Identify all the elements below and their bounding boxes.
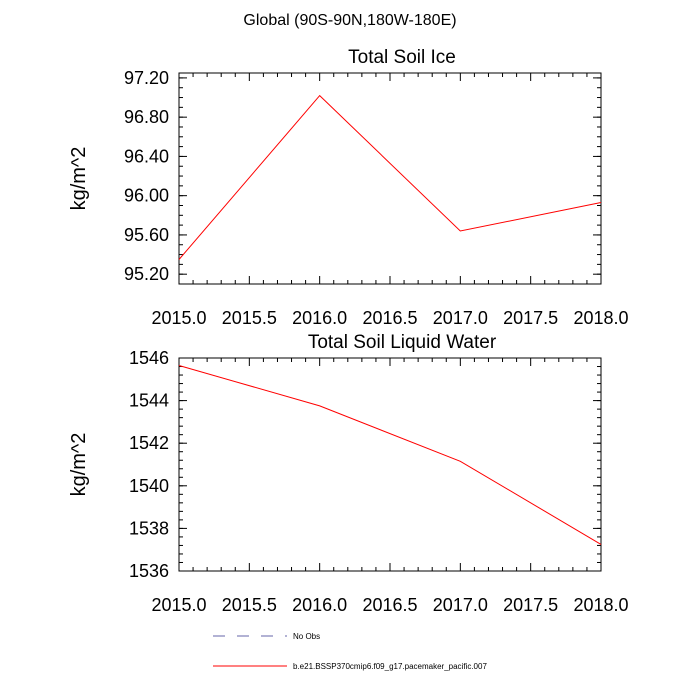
legend-label: b.e21.BSSP370cmip6.f09_g17.pacemaker_pac…	[293, 662, 487, 671]
figure-suptitle: Global (90S-90N,180W-180E)	[243, 12, 456, 29]
legend-label: No Obs	[293, 632, 320, 641]
y-tick-label: 95.20	[124, 264, 169, 284]
y-tick-label: 1536	[129, 561, 169, 581]
y-tick-label: 1546	[129, 348, 169, 368]
x-tick-label: 2016.0	[292, 595, 347, 615]
x-tick-label: 2016.0	[292, 308, 347, 328]
x-tick-label: 2016.5	[362, 595, 417, 615]
x-tick-label: 2018.0	[573, 308, 628, 328]
y-tick-label: 96.80	[124, 107, 169, 127]
x-tick-label: 2017.5	[503, 308, 558, 328]
y-tick-label: 1538	[129, 518, 169, 538]
panel-title: Total Soil Liquid Water	[308, 332, 497, 353]
y-tick-label: 96.40	[124, 146, 169, 166]
plot-frame	[178, 357, 602, 572]
y-axis-label: kg/m^2	[68, 147, 90, 211]
plot-frame	[178, 72, 602, 285]
panel-total-soil-liquid-water: Total Soil Liquid Water kg/m^2 2015.0 2015.…	[68, 332, 629, 615]
legend: No Obs b.e21.BSSP370cmip6.f09_g17.pacemak…	[213, 632, 487, 671]
x-tick-label: 2017.0	[433, 308, 488, 328]
x-tick-label: 2015.0	[151, 595, 206, 615]
panel-total-soil-ice: Total Soil Ice kg/m^2 2015.0 2015.5 2016.0 20…	[68, 47, 629, 328]
x-tick-label: 2015.0	[151, 308, 206, 328]
y-tick-label: 1540	[129, 476, 169, 496]
y-tick-label: 1542	[129, 433, 169, 453]
x-tick-label: 2015.5	[222, 595, 277, 615]
x-tick-label: 2017.0	[433, 595, 488, 615]
x-tick-label: 2018.0	[573, 595, 628, 615]
panel-title: Total Soil Ice	[348, 47, 456, 68]
x-tick-label: 2015.5	[222, 308, 277, 328]
y-axis-label: kg/m^2	[68, 433, 90, 497]
y-tick-label: 1544	[129, 391, 169, 411]
y-tick-label: 95.60	[124, 225, 169, 245]
y-tick-label: 97.20	[124, 68, 169, 88]
x-tick-label: 2017.5	[503, 595, 558, 615]
x-tick-label: 2016.5	[362, 308, 417, 328]
y-tick-label: 96.00	[124, 186, 169, 206]
series-line	[178, 365, 602, 545]
series-line	[178, 94, 602, 260]
